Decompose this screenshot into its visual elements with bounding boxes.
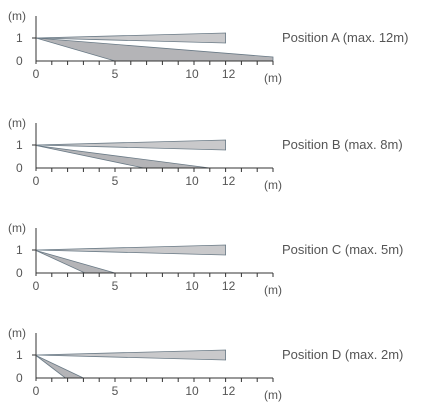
x-tick-label-12: 12 — [222, 174, 236, 188]
y-tick-label-0: 0 — [16, 266, 23, 280]
y-tick-label-0: 0 — [16, 161, 23, 175]
upper-detection-zone — [35, 139, 227, 151]
lower-detection-zone — [35, 355, 84, 379]
upper-detection-zone — [35, 244, 227, 256]
x-tick-label-10: 10 — [185, 384, 199, 398]
x-tick-label-12: 12 — [222, 279, 236, 293]
y-tick-label-1: 1 — [16, 31, 23, 45]
y-tick-label-1: 1 — [16, 243, 23, 257]
upper-detection-zone — [35, 32, 227, 44]
position-label: Position C (max. 5m) — [282, 242, 403, 257]
x-unit-label: (m) — [264, 388, 282, 402]
x-tick-label-0: 0 — [33, 384, 40, 398]
y-tick-label-1: 1 — [16, 138, 23, 152]
x-tick-label-10: 10 — [185, 174, 199, 188]
position-label: Position B (max. 8m) — [282, 137, 403, 152]
y-unit-label: (m) — [8, 221, 26, 235]
x-tick-label-0: 0 — [33, 174, 40, 188]
x-tick-label-5: 5 — [112, 174, 119, 188]
x-tick-label-5: 5 — [112, 279, 119, 293]
x-tick-label-0: 0 — [33, 279, 40, 293]
x-unit-label: (m) — [264, 283, 282, 297]
position-label: Position D (max. 2m) — [282, 347, 403, 362]
y-tick-label-0: 0 — [16, 371, 23, 385]
x-tick-label-0: 0 — [33, 67, 40, 81]
y-tick-label-0: 0 — [16, 54, 23, 68]
y-unit-label: (m) — [8, 326, 26, 340]
position-label: Position A (max. 12m) — [282, 30, 408, 45]
x-tick-label-5: 5 — [112, 67, 119, 81]
lower-detection-zone — [35, 250, 116, 274]
x-tick-label-10: 10 — [185, 67, 199, 81]
x-tick-label-5: 5 — [112, 384, 119, 398]
x-tick-label-12: 12 — [222, 384, 236, 398]
x-tick-label-10: 10 — [185, 279, 199, 293]
y-unit-label: (m) — [8, 9, 26, 23]
y-unit-label: (m) — [8, 116, 26, 130]
x-unit-label: (m) — [264, 71, 282, 85]
x-tick-label-12: 12 — [222, 67, 236, 81]
upper-detection-zone — [35, 349, 227, 361]
y-tick-label-1: 1 — [16, 348, 23, 362]
x-unit-label: (m) — [264, 178, 282, 192]
